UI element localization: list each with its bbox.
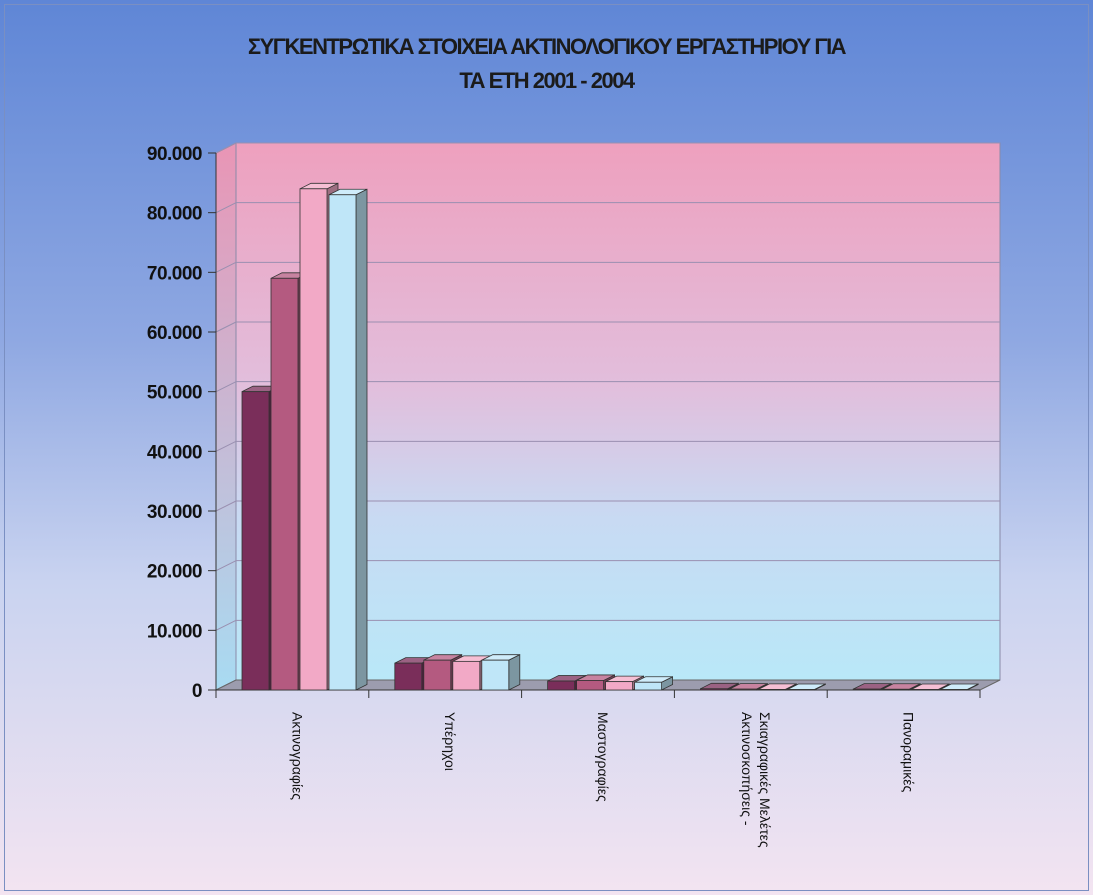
- y-tick-label: 80.000: [147, 204, 202, 225]
- x-tick-label: Ακτινοσκοπήσεις -: [739, 712, 755, 826]
- bar: [394, 662, 423, 691]
- gridline-side: [215, 261, 237, 273]
- y-tick-label: 90.000: [147, 144, 202, 165]
- chart-title-line-2: ΤΑ ΕΤΗ 2001 - 2004: [459, 68, 635, 93]
- y-tick-label: 10.000: [147, 621, 202, 642]
- gridline-side: [215, 381, 237, 393]
- bar: [852, 688, 881, 691]
- gridline-side: [215, 142, 237, 154]
- bar-side: [355, 188, 368, 691]
- x-tick-label: Πανοραμικές: [901, 712, 917, 792]
- chart-title: ΣΥΓΚΕΝΤΡΩΤΙΚΑ ΣΤΟΙΧΕΙΑ ΑΚΤΙΝΟΛΟΓΙΚΟΥ ΕΡΓ…: [0, 30, 1093, 98]
- x-tick-label: Ακτινογραφίες: [289, 712, 305, 800]
- bar: [299, 188, 328, 691]
- bar: [758, 689, 786, 691]
- gridline-side: [215, 321, 237, 333]
- gridline-side: [215, 500, 237, 512]
- bar: [481, 659, 510, 691]
- bar: [452, 660, 481, 691]
- bar: [787, 689, 815, 691]
- y-tick-label: 70.000: [147, 263, 202, 284]
- chart-title-line-1: ΣΥΓΚΕΝΤΡΩΤΙΚΑ ΣΤΟΙΧΕΙΑ ΑΚΤΙΝΟΛΟΓΙΚΟΥ ΕΡΓ…: [247, 34, 847, 59]
- bar: [634, 681, 662, 691]
- x-tick-label: Σκιαγραφικές Μελέτες: [757, 712, 773, 848]
- bar: [881, 688, 910, 691]
- bar-side: [508, 654, 521, 691]
- bar: [576, 680, 604, 691]
- y-tick-label: 40.000: [147, 442, 202, 463]
- x-tick-label: Υπέρηχοι: [442, 712, 458, 771]
- bar: [910, 689, 939, 691]
- side-wall: [215, 142, 237, 691]
- y-tick-label: 60.000: [147, 323, 202, 344]
- bar: [547, 680, 575, 691]
- chart-frame: [4, 4, 1089, 891]
- gridline-side: [215, 619, 237, 631]
- bar: [939, 689, 968, 691]
- bar: [700, 688, 728, 691]
- y-tick-label: 0: [192, 681, 202, 702]
- gridline-side: [215, 440, 237, 452]
- bar: [270, 277, 299, 691]
- bar: [241, 391, 270, 691]
- bar: [729, 688, 757, 691]
- x-tick-label: Μαστογραφίες: [595, 712, 611, 802]
- gridline-side: [215, 202, 237, 214]
- y-tick-label: 20.000: [147, 562, 202, 583]
- y-tick-label: 50.000: [147, 383, 202, 404]
- gridline-side: [215, 560, 237, 572]
- y-tick-label: 30.000: [147, 502, 202, 523]
- bar: [605, 681, 633, 691]
- bar: [423, 659, 452, 691]
- bar: [328, 194, 357, 691]
